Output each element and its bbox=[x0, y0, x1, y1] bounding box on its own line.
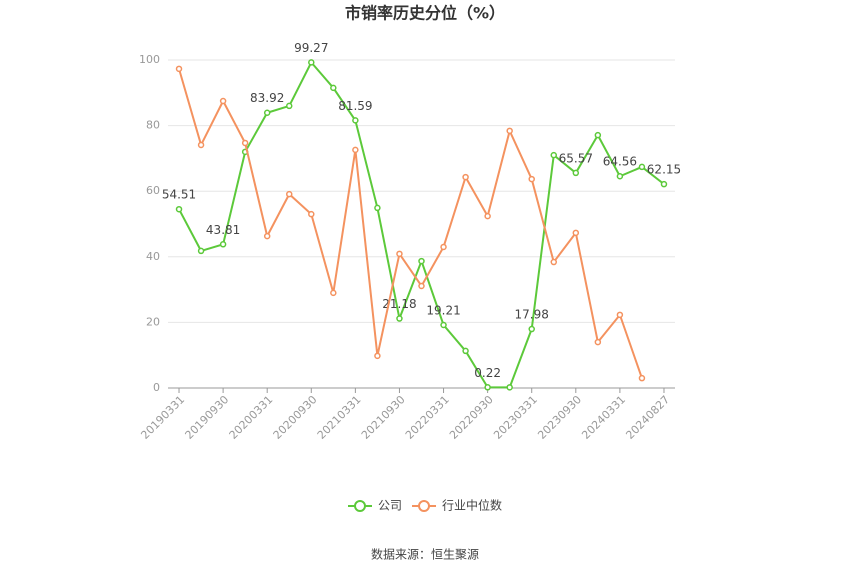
series-line bbox=[178, 68, 643, 379]
data-label: 19.21 bbox=[426, 303, 460, 317]
x-tick-label: 20210331 bbox=[315, 393, 364, 442]
data-label: 62.15 bbox=[647, 163, 681, 177]
data-point bbox=[219, 241, 227, 248]
data-label: 54.51 bbox=[162, 188, 196, 202]
data-point bbox=[374, 352, 381, 360]
data-point bbox=[528, 325, 535, 333]
source: 数据来源：恒生聚源 bbox=[371, 547, 479, 562]
data-point bbox=[462, 173, 469, 181]
data-point bbox=[506, 384, 513, 391]
data-label: 17.98 bbox=[515, 308, 549, 322]
data-point bbox=[550, 151, 558, 159]
data-point bbox=[484, 212, 491, 220]
data-point bbox=[528, 175, 535, 183]
data-point bbox=[197, 247, 205, 255]
x-tick-label: 20220930 bbox=[447, 393, 496, 442]
data-point bbox=[352, 117, 359, 124]
x-tick-label: 20230930 bbox=[535, 393, 584, 442]
data-point bbox=[506, 127, 513, 135]
data-label: 99.27 bbox=[294, 41, 328, 55]
data-point bbox=[638, 163, 646, 171]
data-label: 21.18 bbox=[382, 297, 416, 311]
data-point bbox=[241, 139, 249, 147]
data-point bbox=[550, 258, 558, 266]
data-label: 43.81 bbox=[206, 223, 240, 237]
data-point bbox=[594, 131, 602, 139]
y-tick-label: 20 bbox=[146, 315, 160, 328]
data-label: 83.92 bbox=[250, 91, 284, 105]
data-label: 65.57 bbox=[559, 151, 593, 165]
data-point bbox=[572, 229, 580, 237]
data-point bbox=[175, 65, 183, 73]
data-point bbox=[197, 141, 205, 149]
data-point bbox=[462, 347, 469, 355]
x-tick-label: 20230331 bbox=[491, 393, 540, 442]
data-point bbox=[418, 257, 425, 265]
data-point bbox=[263, 109, 271, 116]
data-point bbox=[308, 59, 315, 66]
data-point bbox=[330, 289, 337, 297]
data-point bbox=[660, 180, 668, 188]
y-tick-label: 100 bbox=[139, 53, 160, 66]
data-point bbox=[440, 243, 447, 251]
legend-marker bbox=[354, 500, 366, 512]
data-point bbox=[396, 315, 403, 322]
legend-label: 行业中位数 bbox=[442, 498, 502, 513]
y-tick-label: 60 bbox=[146, 184, 160, 197]
data-point bbox=[219, 97, 227, 105]
data-point bbox=[285, 190, 293, 198]
y-tick-label: 80 bbox=[146, 119, 160, 132]
data-point bbox=[352, 146, 359, 154]
data-point bbox=[638, 374, 646, 382]
data-point bbox=[484, 384, 491, 391]
data-point bbox=[396, 250, 403, 258]
data-point bbox=[374, 204, 381, 212]
y-tick-label: 40 bbox=[146, 250, 160, 263]
data-label: 0.22 bbox=[474, 366, 501, 380]
data-point bbox=[285, 102, 293, 110]
x-tick-label: 20200930 bbox=[271, 393, 320, 442]
data-label: 81.59 bbox=[338, 99, 372, 113]
data-point bbox=[616, 172, 624, 180]
legend-label: 公司 bbox=[378, 499, 402, 513]
data-point bbox=[263, 232, 271, 240]
chart-title: 市销率历史分位（%） bbox=[345, 4, 505, 23]
data-point bbox=[572, 169, 580, 177]
data-point bbox=[418, 282, 425, 290]
data-label: 64.56 bbox=[603, 155, 637, 169]
data-point bbox=[308, 210, 315, 218]
data-point bbox=[594, 338, 602, 346]
y-tick-label: 0 bbox=[153, 381, 160, 394]
x-tick-label: 20240331 bbox=[579, 393, 628, 442]
x-tick-label: 20220331 bbox=[403, 393, 452, 442]
x-tick-label: 20200331 bbox=[227, 393, 276, 442]
x-tick-label: 20240827 bbox=[623, 393, 672, 442]
data-point bbox=[616, 311, 624, 319]
data-point bbox=[440, 321, 447, 329]
x-tick-label: 20210930 bbox=[359, 393, 408, 442]
legend-marker bbox=[418, 500, 431, 512]
data-point bbox=[330, 84, 337, 92]
data-point bbox=[175, 205, 183, 213]
series-line bbox=[178, 60, 665, 389]
x-tick-label: 20190930 bbox=[183, 393, 232, 442]
x-tick-label: 20190331 bbox=[138, 393, 187, 442]
